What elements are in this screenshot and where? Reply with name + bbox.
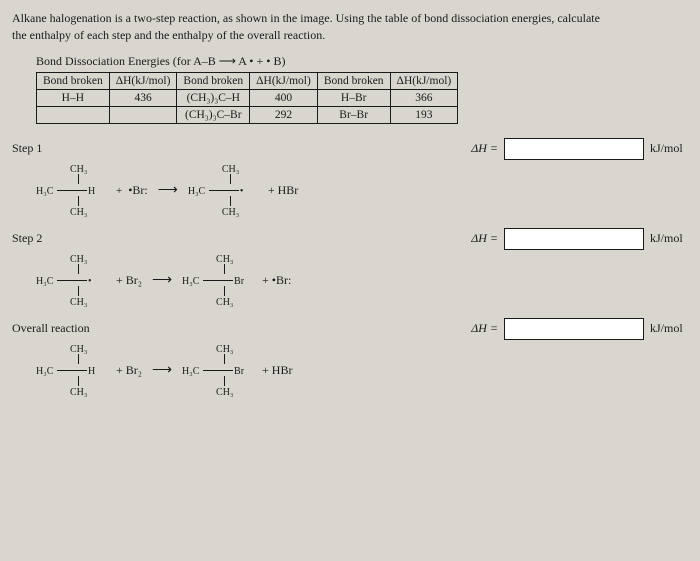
h3c: H₃C xyxy=(188,186,205,197)
br-radical: •Br: xyxy=(128,183,148,198)
h3c: H₃C xyxy=(182,276,199,287)
overall-block: Overall reaction ΔH = kJ/mol CH₃ CH₃ H₃C… xyxy=(12,318,688,398)
arrow-icon: ⟶ xyxy=(154,182,182,199)
table-header-row: Bond broken ΔH(kJ/mol) Bond broken ΔH(kJ… xyxy=(37,72,458,89)
intro-line1: Alkane halogenation is a two-step reacti… xyxy=(12,10,688,27)
table-row: (CH₃)₃C–Br 292 Br–Br 193 xyxy=(37,106,458,123)
td: (CH₃)₃C–H xyxy=(177,89,250,106)
step2-unit: kJ/mol xyxy=(650,231,688,246)
overall-label: Overall reaction xyxy=(12,321,112,336)
td: 436 xyxy=(109,89,177,106)
tert-product: CH₃ CH₃ H₃C Br xyxy=(182,344,256,398)
right-group: • xyxy=(88,276,92,287)
td: 366 xyxy=(390,89,458,106)
h3c: H₃C xyxy=(182,366,199,377)
intro-text: Alkane halogenation is a two-step reacti… xyxy=(12,10,688,44)
overall-reaction: CH₃ CH₃ H₃C H + Br₂ ⟶ CH₃ CH₃ H₃C Br + H… xyxy=(36,344,688,398)
overall-answer-input[interactable] xyxy=(504,318,644,340)
right-group: H xyxy=(88,366,95,377)
td: 400 xyxy=(250,89,318,106)
tert-reactant: CH₃ CH₃ H₃C H xyxy=(36,344,110,398)
th: Bond broken xyxy=(177,72,250,89)
step1-dh-label: ΔH = xyxy=(471,141,498,156)
tert-product: CH₃ CH₃ H₃C • xyxy=(188,164,262,218)
td xyxy=(109,106,177,123)
bde-table: Bond broken ΔH(kJ/mol) Bond broken ΔH(kJ… xyxy=(36,72,458,124)
step2-dh-label: ΔH = xyxy=(471,231,498,246)
tert-reactant: CH₃ CH₃ H₃C H xyxy=(36,164,110,218)
step1-label: Step 1 xyxy=(12,141,72,156)
th: ΔH(kJ/mol) xyxy=(250,72,318,89)
ch3: CH₃ xyxy=(70,387,87,398)
ch3: CH₃ xyxy=(70,297,87,308)
h3c: H₃C xyxy=(36,186,53,197)
product: + HBr xyxy=(262,363,292,378)
ch3: CH₃ xyxy=(216,297,233,308)
step1-answer-input[interactable] xyxy=(504,138,644,160)
td: Br–Br xyxy=(317,106,390,123)
overall-dh-label: ΔH = xyxy=(471,321,498,336)
td: (CH₃)₃C–Br xyxy=(177,106,250,123)
arrow-icon: ⟶ xyxy=(148,272,176,289)
td xyxy=(37,106,110,123)
product: + •Br: xyxy=(262,273,291,288)
tert-product: CH₃ CH₃ H₃C Br xyxy=(182,254,256,308)
ch3: CH₃ xyxy=(222,207,239,218)
step1-block: Step 1 ΔH = kJ/mol CH₃ CH₃ H₃C H + •Br: … xyxy=(12,138,688,218)
plus-sign: + xyxy=(116,185,122,197)
step1-reaction: CH₃ CH₃ H₃C H + •Br: ⟶ CH₃ CH₃ H₃C • + H… xyxy=(36,164,688,218)
td: H–Br xyxy=(317,89,390,106)
br2: + Br₂ xyxy=(116,363,142,378)
th: ΔH(kJ/mol) xyxy=(109,72,177,89)
br2: + Br₂ xyxy=(116,273,142,288)
td: 292 xyxy=(250,106,318,123)
step2-answer-input[interactable] xyxy=(504,228,644,250)
td: H–H xyxy=(37,89,110,106)
th: Bond broken xyxy=(37,72,110,89)
step2-reaction: CH₃ CH₃ H₃C • + Br₂ ⟶ CH₃ CH₃ H₃C Br + •… xyxy=(36,254,688,308)
ch3: CH₃ xyxy=(70,207,87,218)
td: 193 xyxy=(390,106,458,123)
h3c: H₃C xyxy=(36,276,53,287)
th: ΔH(kJ/mol) xyxy=(390,72,458,89)
table-caption: Bond Dissociation Energies (for A–B ⟶ A … xyxy=(36,54,688,69)
product: + HBr xyxy=(268,183,298,198)
right-group: • xyxy=(240,186,244,197)
h3c: H₃C xyxy=(36,366,53,377)
ch3: CH₃ xyxy=(216,387,233,398)
th: Bond broken xyxy=(317,72,390,89)
step2-label: Step 2 xyxy=(12,231,72,246)
arrow-icon: ⟶ xyxy=(148,362,176,379)
step2-block: Step 2 ΔH = kJ/mol CH₃ CH₃ H₃C • + Br₂ ⟶… xyxy=(12,228,688,308)
right-group: Br xyxy=(234,276,244,287)
tert-reactant: CH₃ CH₃ H₃C • xyxy=(36,254,110,308)
overall-unit: kJ/mol xyxy=(650,321,688,336)
table-row: H–H 436 (CH₃)₃C–H 400 H–Br 366 xyxy=(37,89,458,106)
right-group: Br xyxy=(234,366,244,377)
intro-line2: the enthalpy of each step and the enthal… xyxy=(12,27,688,44)
right-group: H xyxy=(88,186,95,197)
step1-unit: kJ/mol xyxy=(650,141,688,156)
